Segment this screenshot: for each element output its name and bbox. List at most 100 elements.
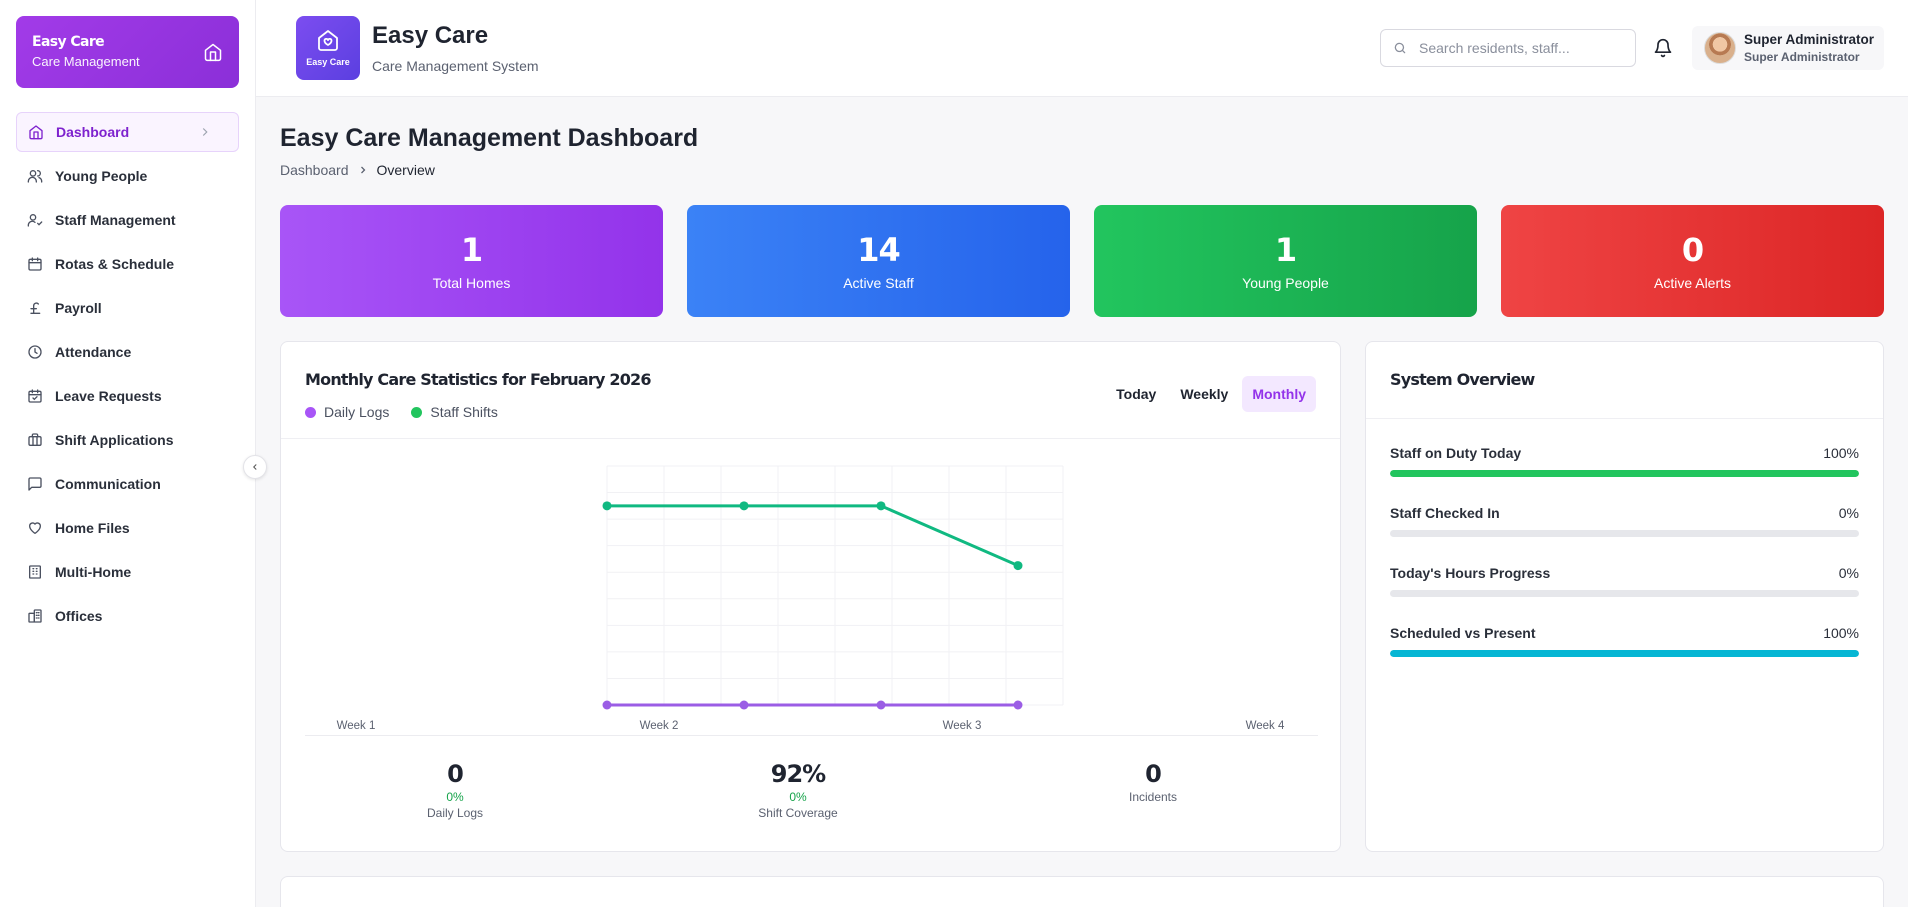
sidebar-nav: Dashboard Young People Staff Management … [16, 112, 239, 640]
legend-item-staff-shifts: Staff Shifts [411, 404, 498, 420]
avatar [1704, 32, 1736, 64]
stat-card-active-alerts[interactable]: 0 Active Alerts [1501, 205, 1884, 317]
logo-text: Easy Care [306, 57, 350, 67]
stat-card-active-staff[interactable]: 14 Active Staff [687, 205, 1070, 317]
sidebar-item-attendance[interactable]: Attendance [16, 332, 239, 372]
sidebar-collapse-button[interactable] [243, 455, 267, 479]
brand-title: Easy Care [32, 34, 105, 50]
sidebar-item-label: Dashboard [56, 124, 130, 140]
sidebar-item-label: Communication [55, 476, 161, 492]
progress-row-staff-on-duty: Staff on Duty Today 100% [1390, 445, 1859, 477]
brand-subtitle: Care Management [32, 54, 140, 69]
progress-label: Today's Hours Progress [1390, 565, 1551, 581]
search-box[interactable] [1380, 29, 1636, 67]
footer-stat-change: 0% [789, 790, 807, 804]
chevron-left-icon [253, 464, 257, 470]
notification-bell-icon[interactable] [1653, 38, 1673, 58]
sidebar-item-leave-requests[interactable]: Leave Requests [16, 376, 239, 416]
progress-value: 100% [1823, 445, 1859, 461]
progress-label: Scheduled vs Present [1390, 625, 1536, 641]
x-axis-label: Week 4 [1246, 720, 1285, 732]
progress-bar [1390, 470, 1859, 477]
sidebar-item-label: Payroll [55, 300, 102, 316]
sidebar-item-offices[interactable]: Offices [16, 596, 239, 636]
sidebar-item-payroll[interactable]: Payroll [16, 288, 239, 328]
page-title: Easy Care Management Dashboard [280, 124, 699, 152]
legend-dot [411, 406, 423, 418]
data-point [602, 700, 612, 710]
sidebar-item-young-people[interactable]: Young People [16, 156, 239, 196]
sidebar-item-label: Home Files [55, 520, 130, 536]
series-line-staff-shifts [607, 504, 1019, 567]
user-role: Super Administrator [1744, 50, 1860, 64]
tab-monthly[interactable]: Monthly [1242, 376, 1316, 412]
chevron-right-icon [202, 128, 208, 136]
sidebar-item-label: Young People [55, 168, 148, 184]
progress-fill [1390, 470, 1859, 477]
search-input[interactable] [1419, 40, 1619, 56]
sidebar-item-label: Multi-Home [55, 564, 132, 580]
data-point [876, 700, 886, 710]
progress-bar [1390, 650, 1859, 657]
progress-row-hours-progress: Today's Hours Progress 0% [1390, 565, 1859, 597]
breadcrumb: Dashboard Overview [280, 162, 435, 178]
stat-card-young-people[interactable]: 1 Young People [1094, 205, 1477, 317]
chart-title: Monthly Care Statistics for February 202… [305, 370, 652, 389]
data-point [739, 501, 749, 511]
sidebar-item-label: Attendance [55, 344, 132, 360]
tab-today[interactable]: Today [1116, 386, 1157, 402]
x-axis-label: Week 1 [337, 720, 376, 732]
legend-item-daily-logs: Daily Logs [305, 404, 389, 420]
calendar-check-icon [28, 389, 42, 403]
user-menu[interactable]: Super Administrator Super Administrator [1692, 26, 1884, 70]
briefcase-icon [28, 433, 42, 446]
progress-bar [1390, 590, 1859, 597]
home-icon [29, 125, 43, 140]
progress-row-scheduled-vs-present: Scheduled vs Present 100% [1390, 625, 1859, 657]
home-icon [204, 43, 222, 62]
system-overview-card: System Overview Staff on Duty Today 100%… [1365, 341, 1884, 852]
sidebar-item-label: Shift Applications [55, 432, 174, 448]
app-logo[interactable]: Easy Care [296, 16, 360, 80]
stat-value: 0 [1681, 231, 1704, 269]
sidebar-item-home-files[interactable]: Home Files [16, 508, 239, 548]
footer-stat-shift-coverage: 92% 0% Shift Coverage [698, 760, 898, 820]
progress-fill [1390, 650, 1859, 657]
calendar-icon [28, 257, 42, 271]
data-point [1013, 700, 1023, 710]
progress-value: 0% [1838, 565, 1859, 581]
tab-weekly[interactable]: Weekly [1180, 386, 1229, 402]
breadcrumb-link-dashboard[interactable]: Dashboard [280, 162, 349, 178]
sidebar-item-shift-applications[interactable]: Shift Applications [16, 420, 239, 460]
divider [1366, 418, 1883, 419]
footer-stat-change: 0% [446, 790, 464, 804]
x-axis-label: Week 2 [640, 720, 679, 732]
user-name: Super Administrator [1744, 32, 1875, 47]
app-subtitle: Care Management System [372, 58, 539, 74]
data-point [602, 501, 612, 511]
sidebar-item-label: Leave Requests [55, 388, 162, 404]
footer-stat-daily-logs: 0 0% Daily Logs [355, 760, 555, 820]
sidebar-item-label: Offices [55, 608, 103, 624]
breadcrumb-current: Overview [376, 162, 435, 178]
stat-card-total-homes[interactable]: 1 Total Homes [280, 205, 663, 317]
sidebar-brand[interactable]: Easy Care Care Management [16, 16, 239, 88]
sidebar: Easy Care Care Management Dashboard Youn… [0, 0, 256, 907]
system-overview-title: System Overview [1390, 370, 1535, 389]
sidebar-item-rotas-schedule[interactable]: Rotas & Schedule [16, 244, 239, 284]
stat-label: Young People [1242, 275, 1329, 291]
legend-label: Daily Logs [324, 404, 390, 420]
top-header: Easy Care Easy Care Care Management Syst… [256, 0, 1908, 97]
footer-stat-label: Incidents [1128, 790, 1178, 804]
stat-value: 1 [460, 231, 483, 269]
sidebar-item-dashboard[interactable]: Dashboard [16, 112, 239, 152]
sidebar-item-communication[interactable]: Communication [16, 464, 239, 504]
footer-stat-value: 0 [1145, 760, 1162, 788]
data-point [739, 700, 749, 710]
users-icon [27, 170, 43, 183]
sidebar-item-staff-management[interactable]: Staff Management [16, 200, 239, 240]
sidebar-item-multi-home[interactable]: Multi-Home [16, 552, 239, 592]
footer-stat-value: 0 [447, 760, 464, 788]
footer-stat-value: 92% [770, 760, 826, 788]
chart-legend: Daily Logs Staff Shifts [305, 404, 520, 420]
